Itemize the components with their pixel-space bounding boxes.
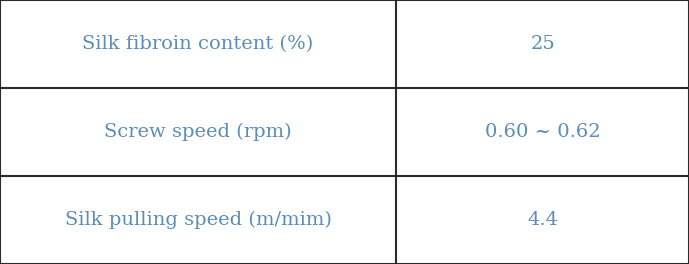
Text: 25: 25: [531, 35, 555, 53]
Text: Screw speed (rpm): Screw speed (rpm): [104, 123, 292, 141]
Text: Silk fibroin content (%): Silk fibroin content (%): [83, 35, 313, 53]
Text: 0.60 ~ 0.62: 0.60 ~ 0.62: [485, 123, 600, 141]
Text: Silk pulling speed (m/mim): Silk pulling speed (m/mim): [65, 211, 331, 229]
Text: 4.4: 4.4: [527, 211, 558, 229]
